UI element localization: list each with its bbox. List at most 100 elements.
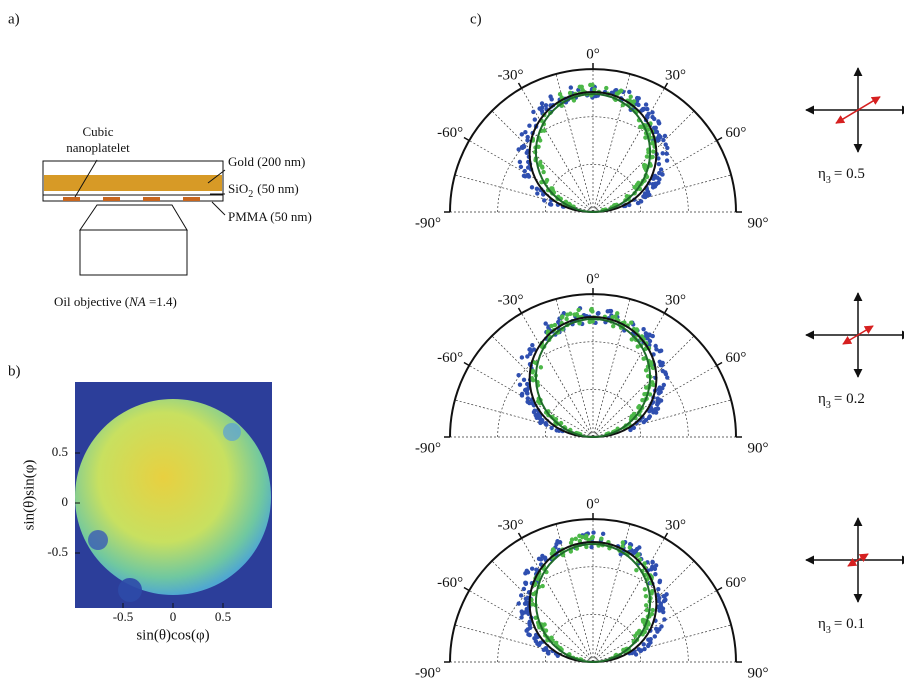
angle-label: -60° <box>437 575 463 591</box>
measurement-dot <box>665 375 670 380</box>
measurement-dot <box>531 347 537 352</box>
measurement-dot <box>655 396 660 401</box>
measurement-dot <box>664 158 670 163</box>
angle-label: -90° <box>415 440 441 456</box>
angle-label: 90° <box>748 440 769 456</box>
measurement-dot <box>550 547 556 552</box>
measurement-dot <box>568 540 574 546</box>
measurement-dot <box>523 387 528 393</box>
measurement-dot <box>540 165 545 170</box>
measurement-dot <box>650 365 656 371</box>
measurement-dot <box>635 344 640 349</box>
measurement-dot <box>640 617 646 623</box>
measurement-dot <box>532 117 538 122</box>
measurement-dot <box>620 540 626 545</box>
eta-subscript: 3 <box>826 625 831 636</box>
measurement-dot <box>645 114 650 120</box>
measurement-dot <box>643 603 649 608</box>
measurement-dot <box>636 552 641 557</box>
measurement-dot <box>643 368 649 373</box>
measurement-dot <box>530 368 536 374</box>
fit-curve <box>535 542 651 663</box>
measurement-dot <box>525 138 530 143</box>
measurement-dot <box>620 544 625 549</box>
measurement-dot <box>584 544 589 550</box>
measurement-dot <box>657 349 662 354</box>
angle-tick <box>663 307 669 314</box>
measurement-dot <box>650 154 655 160</box>
measurement-dot <box>519 132 525 137</box>
measurement-dot <box>652 634 658 639</box>
measurement-dot <box>567 90 573 96</box>
measurement-dot <box>660 368 666 374</box>
measurement-dot <box>518 593 524 598</box>
measurement-dot <box>568 85 574 90</box>
arc-grid <box>497 341 689 438</box>
measurement-dot <box>526 174 532 179</box>
measurement-dot <box>538 365 544 370</box>
measurement-dot <box>648 636 653 642</box>
angle-label: 90° <box>748 215 769 231</box>
y-tick-label: -0.5 <box>47 544 68 559</box>
measurement-dot <box>634 327 639 332</box>
measurement-dot <box>641 326 646 332</box>
measurement-dot <box>658 134 663 140</box>
measurement-dot <box>652 116 657 122</box>
measurement-dot <box>656 120 662 126</box>
measurement-dot <box>662 133 668 139</box>
eta-value: = 0.2 <box>834 391 865 407</box>
angle-tick <box>716 136 723 142</box>
measurement-dot <box>645 106 650 112</box>
measurement-dot <box>535 191 540 196</box>
measurement-dot <box>580 534 585 540</box>
measurement-dot <box>517 159 523 165</box>
measurement-dot <box>516 147 521 152</box>
measurement-dot <box>647 338 653 344</box>
measurement-dot <box>657 177 662 182</box>
measurement-dot <box>556 319 561 325</box>
angle-tick <box>517 307 523 314</box>
measurement-dot <box>658 398 664 403</box>
measurement-dot <box>573 536 578 542</box>
eta-label: η3 = 0.5 <box>818 166 865 186</box>
fit-curve <box>528 540 658 663</box>
measurement-dot <box>653 626 659 632</box>
measurement-dot <box>650 333 655 339</box>
measurement-dot <box>521 143 526 149</box>
diagram-label: (50 nm) <box>257 181 299 196</box>
measurement-dot <box>538 419 543 425</box>
measurement-dot <box>548 94 553 99</box>
angle-tick <box>517 82 523 89</box>
dipole-arrow <box>842 325 874 345</box>
polar-plot: -90° -60° -30° 0° 30° 60° 90° η3 = 0.5 <box>415 46 904 231</box>
measurement-dot <box>644 154 650 159</box>
measurement-dot <box>650 140 655 145</box>
eta-subscript: 3 <box>826 400 831 411</box>
dipole-arrow <box>847 553 869 567</box>
subscript: 2 <box>248 189 253 200</box>
measurement-dot <box>599 536 604 541</box>
measurement-dot <box>519 355 525 360</box>
measurement-dot <box>656 156 661 161</box>
measurement-dot <box>660 151 665 156</box>
measurement-dot <box>615 311 620 316</box>
measurement-dot <box>531 109 536 115</box>
diagram-label: SiO <box>228 181 248 196</box>
measurement-dot <box>657 608 662 613</box>
measurement-dot <box>516 601 521 606</box>
measurement-dot <box>663 371 669 377</box>
measurement-dot <box>655 402 660 407</box>
y-tick-label: 0 <box>62 494 69 509</box>
measurement-dot <box>549 425 554 431</box>
measurement-dot <box>527 619 532 625</box>
x-tick-label: 0.5 <box>215 609 231 624</box>
bfp-image <box>75 382 272 608</box>
measurement-dot <box>533 412 538 418</box>
measurement-dot <box>627 545 633 550</box>
measurement-dot <box>525 381 530 387</box>
measurement-dot <box>542 555 548 560</box>
measurement-dot <box>646 642 651 648</box>
measurement-dot <box>643 334 649 339</box>
eta-subscript: 3 <box>826 175 831 186</box>
measurement-dot <box>650 380 655 385</box>
